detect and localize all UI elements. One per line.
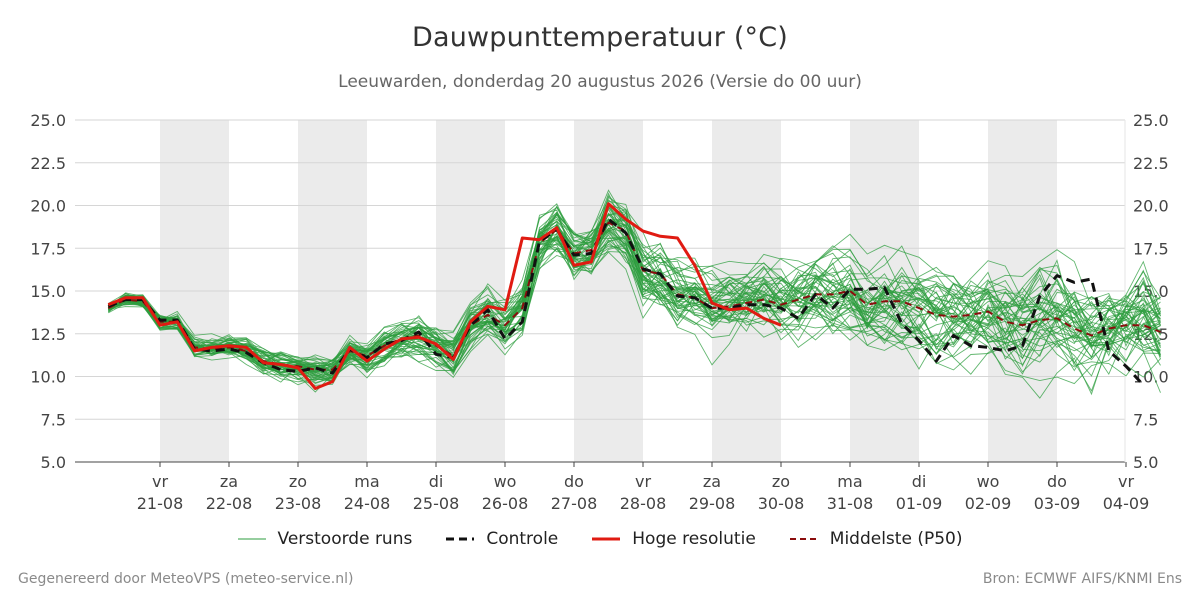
x-tick-day: vr [152, 472, 168, 491]
y-tick-label-left: 22.5 [30, 154, 66, 173]
x-tick-day: di [912, 472, 927, 491]
y-tick-label-right: 10.0 [1133, 368, 1169, 387]
x-tick-day: zo [289, 472, 307, 491]
legend-item-control: Controle [446, 529, 558, 549]
x-tick-date: 29-08 [689, 494, 736, 513]
x-tick-date: 21-08 [137, 494, 184, 513]
x-tick-date: 31-08 [827, 494, 874, 513]
series-line-controle [107, 217, 1145, 387]
x-tick-day: zo [772, 472, 790, 491]
ensemble-member-line [108, 222, 1161, 381]
x-tick-day: di [429, 472, 444, 491]
x-tick-day: do [564, 472, 584, 491]
y-tick-label-left: 25.0 [30, 111, 66, 130]
x-tick-day: ma [354, 472, 379, 491]
legend: Verstoorde runs Controle Hoge resolutie … [0, 529, 1200, 549]
legend-label-control: Controle [486, 529, 559, 549]
x-tick-day: vr [1118, 472, 1134, 491]
x-tick-date: 26-08 [482, 494, 529, 513]
y-tick-label-left: 7.5 [41, 410, 66, 429]
ensemble-member-line [108, 217, 1161, 374]
legend-swatch-highres [592, 532, 621, 546]
y-tick-label-right: 5.0 [1133, 453, 1158, 472]
legend-label-median: Middelste (P50) [829, 529, 963, 549]
ensemble-member-line [108, 224, 1161, 377]
x-tick-date: 30-08 [758, 494, 805, 513]
y-tick-label-left: 20.0 [30, 197, 66, 216]
footer-source: Bron: ECMWF AIFS/KNMI Ens [982, 571, 1182, 587]
legend-item-median: Middelste (P50) [789, 529, 963, 549]
ensemble-member-line [108, 211, 1161, 375]
chart-title: Dauwpunttemperatuur (°C) [411, 22, 789, 53]
ensemble-member-line [108, 220, 1161, 372]
y-tick-label-left: 12.5 [30, 325, 66, 344]
x-tick-date: 23-08 [275, 494, 322, 513]
legend-item-ensemble: Verstoorde runs [237, 529, 413, 549]
x-tick-date: 03-09 [1034, 494, 1081, 513]
y-tick-label-left: 15.0 [30, 282, 66, 301]
y-tick-label-left: 10.0 [30, 368, 66, 387]
ensemble-member-line [108, 192, 1161, 376]
x-tick-day: za [703, 472, 721, 491]
y-tick-label-left: 17.5 [30, 239, 66, 258]
legend-swatch-median [789, 532, 818, 546]
y-tick-label-right: 22.5 [1133, 154, 1169, 173]
x-tick-day: do [1047, 472, 1067, 491]
x-tick-date: 28-08 [620, 494, 667, 513]
x-tick-date: 27-08 [551, 494, 598, 513]
legend-swatch-ensemble [237, 532, 266, 546]
x-tick-date: 02-09 [965, 494, 1012, 513]
legend-item-highres: Hoge resolutie [592, 529, 756, 549]
x-tick-date: 25-08 [413, 494, 460, 513]
x-tick-day: ma [837, 472, 862, 491]
y-tick-label-right: 25.0 [1133, 111, 1169, 130]
x-tick-day: za [220, 472, 238, 491]
footer-generator: Gegenereerd door MeteoVPS (meteo-service… [18, 571, 354, 587]
series-line-hoge-resolutie [107, 202, 782, 390]
chart-subtitle: Leeuwarden, donderdag 20 augustus 2026 (… [338, 72, 862, 92]
x-tick-day: wo [494, 472, 517, 491]
x-tick-date: 04-09 [1103, 494, 1150, 513]
y-tick-label-right: 7.5 [1133, 410, 1158, 429]
ensemble-member-line [108, 234, 1161, 383]
legend-label-highres: Hoge resolutie [632, 529, 756, 549]
y-tick-label-right: 20.0 [1133, 197, 1169, 216]
ensemble-member-line [108, 251, 1161, 376]
x-tick-date: 22-08 [206, 494, 253, 513]
legend-swatch-control [446, 532, 475, 546]
ensemble-member-line [108, 244, 1161, 369]
x-tick-date: 24-08 [344, 494, 391, 513]
y-tick-label-right: 17.5 [1133, 239, 1169, 258]
x-tick-day: wo [977, 472, 1000, 491]
legend-label-ensemble: Verstoorde runs [277, 529, 413, 549]
x-tick-day: vr [635, 472, 651, 491]
y-tick-label-left: 5.0 [41, 453, 66, 472]
x-tick-date: 01-09 [896, 494, 943, 513]
